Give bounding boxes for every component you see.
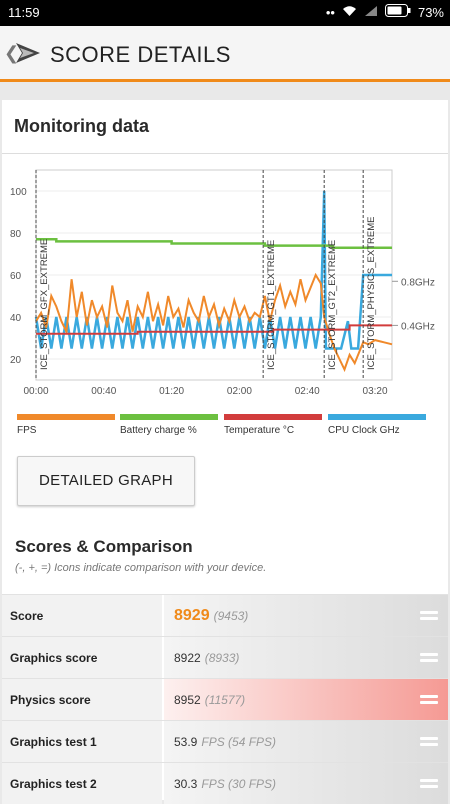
legend-item: FPS [17,414,115,444]
divider [2,153,448,154]
row-compare: FPS (30 FPS) [201,776,277,791]
legend-item: Temperature °C [224,414,322,444]
wifi-icon [342,5,357,20]
row-compare: (9453) [213,608,249,623]
equal-icon [420,779,438,789]
monitoring-chart: 20 40 60 80 100 00:00 00:40 01:20 02:00 02:40 03:2… [10,169,435,397]
legend-label: Temperature °C [224,425,295,436]
y-tick-label: 20 [10,355,22,366]
x-tick-label: 03:20 [363,386,388,397]
table-row[interactable]: Score 8929 (9453) [2,594,448,636]
3dmark-logo-icon[interactable] [14,40,42,71]
scores-subtitle: (-, +, =) Icons indicate comparison with… [15,562,267,574]
status-time: 11:59 [8,5,40,20]
battery-percent: 73% [417,4,444,20]
row-label: Score [2,595,162,636]
equal-icon [420,737,438,747]
equal-icon [420,695,438,705]
legend-item: Battery charge % [120,414,218,444]
equal-icon [420,653,438,663]
signal-icon [364,5,378,20]
y-tick-label: 60 [10,271,22,282]
row-label: Graphics test 2 [2,763,162,804]
status-bar: 11:59 •• 73% [0,0,450,26]
legend-label: Battery charge % [120,425,197,436]
row-value-cell: 8922 (8933) [164,637,448,678]
page-title: SCORE DETAILS [50,42,231,67]
scores-table: Score 8929 (9453) Graphics score 8922 (8933) P… [2,594,448,804]
table-row[interactable]: Graphics test 1 53.9 FPS (54 FPS) [2,720,448,762]
scores-title: Scores & Comparison [15,537,193,556]
table-row[interactable]: Physics score 8952 (11577) [2,678,448,720]
section-label: ICE_STORM_GT2_EXTREME [327,240,338,370]
cpu-series-line [34,190,392,350]
detailed-graph-button[interactable]: DETAILED GRAPH [17,456,195,506]
y-tick-label: 80 [10,229,22,240]
temperature-series-line [36,324,392,335]
row-compare: FPS (54 FPS) [201,734,277,749]
legend-swatch [328,414,426,420]
row-value: 30.3 [174,776,198,791]
row-value-cell: 8929 (9453) [164,595,448,636]
equal-icon [420,611,438,621]
row-compare: (8933) [204,650,240,665]
legend-label: FPS [17,425,37,436]
table-row[interactable]: Graphics test 2 30.3 FPS (30 FPS) [2,762,448,804]
section-label: ICE_STORM_GT1_EXTREME [266,240,277,370]
row-value: 8922 [174,650,201,665]
section-label: ICE_STORM_PHYSICS_EXTREME [366,217,377,370]
monitoring-title: Monitoring data [14,116,149,136]
x-tick-label: 02:00 [227,386,252,397]
x-tick-label: 00:00 [23,386,48,397]
row-value: 8929 [174,606,210,624]
y-tick-label: 100 [10,187,27,198]
row-compare: (11577) [204,692,246,707]
battery-series-line [36,238,392,249]
legend-swatch [120,414,218,420]
battery-icon [384,4,411,20]
section-label: ICE_STORM_GFX_EXTREME [39,239,50,370]
legend-swatch [224,414,322,420]
notification-dots-icon: •• [325,4,335,20]
table-row[interactable]: Graphics score 8922 (8933) [2,636,448,678]
x-tick-label: 00:40 [91,386,116,397]
legend-swatch [17,414,115,420]
row-label: Graphics score [2,637,162,678]
x-tick-label: 02:40 [295,386,320,397]
legend-label: CPU Clock GHz [328,425,400,436]
row-value: 8952 [174,692,201,707]
app-bar: ❮ SCORE DETAILS [0,26,450,82]
row-value: 53.9 [174,734,198,749]
x-tick-label: 01:20 [159,386,184,397]
row-label: Physics score [2,679,162,720]
legend-item: CPU Clock GHz [328,414,426,444]
row-value-cell: 30.3 FPS (30 FPS) [164,763,448,804]
row-value-cell: 53.9 FPS (54 FPS) [164,721,448,762]
y-tick-label: 40 [10,313,22,324]
row-label: Graphics test 1 [2,721,162,762]
right-tick-label: 0.8GHz [401,277,435,288]
right-tick-label: 0.4GHz [401,321,435,332]
row-value-cell: 8952 (11577) [164,679,448,720]
chevron-left-icon[interactable]: ❮ [4,43,20,63]
fps-series-line [35,272,393,373]
